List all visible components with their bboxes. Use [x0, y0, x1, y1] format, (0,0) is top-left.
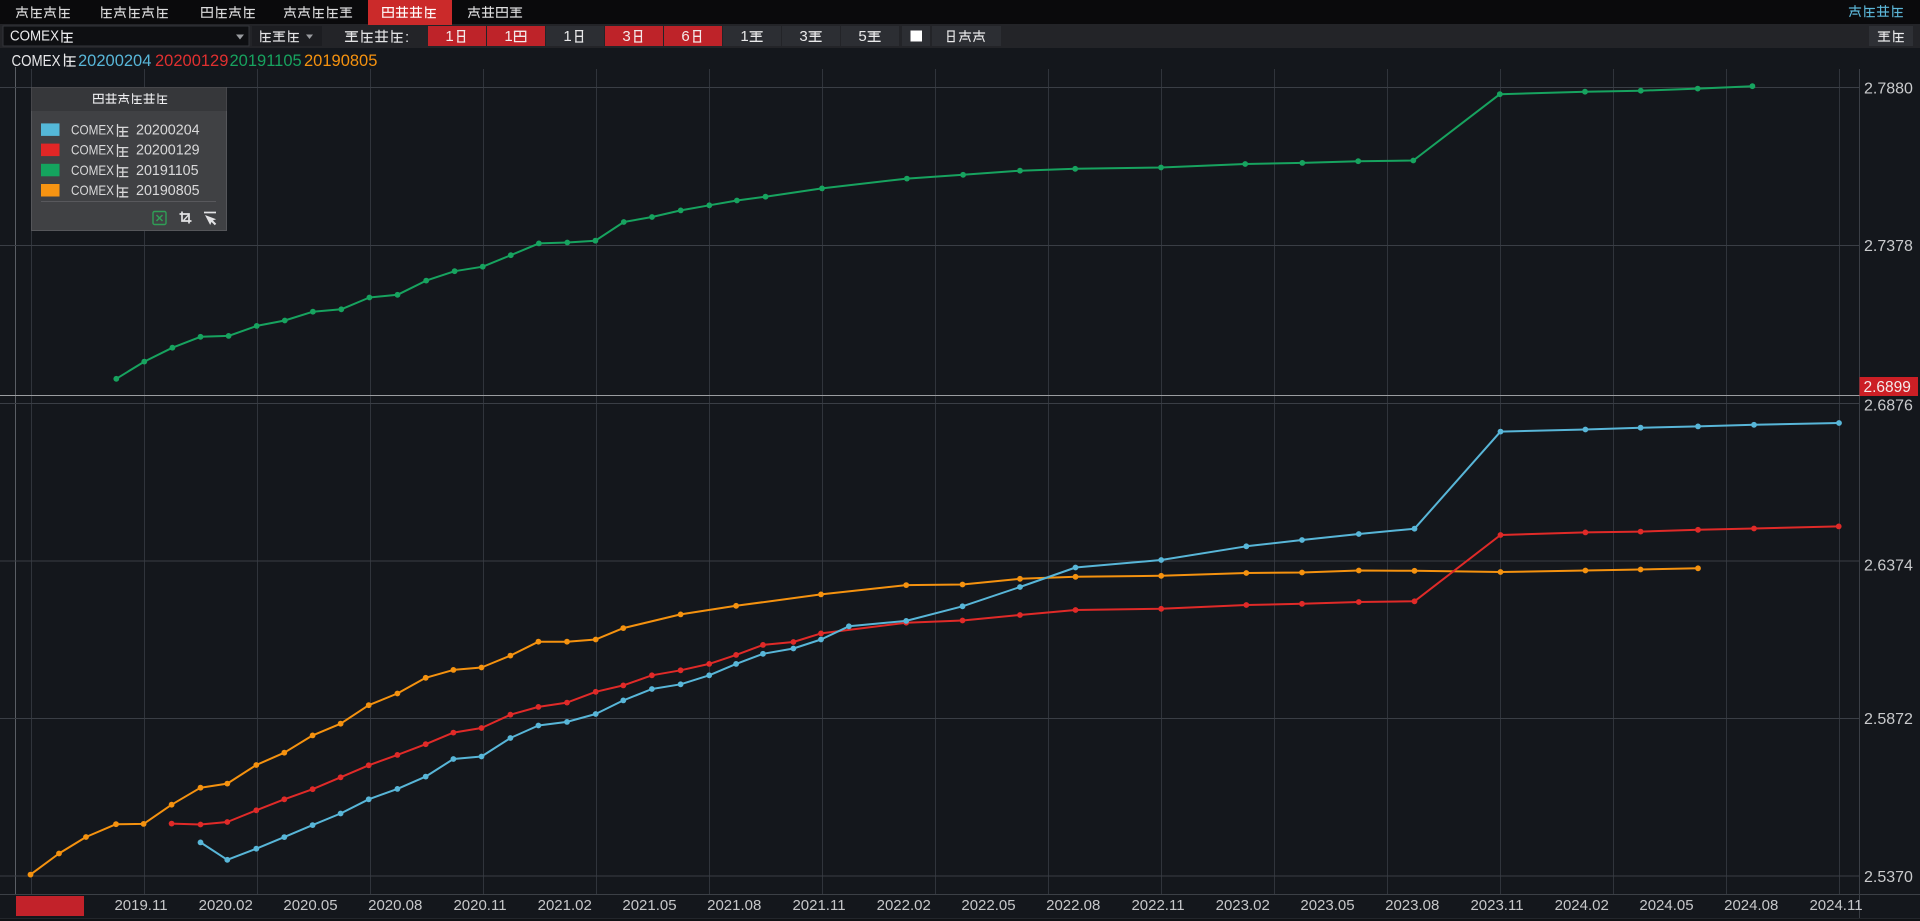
svg-text:2022.02: 2022.02 [877, 897, 931, 914]
svg-text:2023.02: 2023.02 [1216, 897, 1270, 914]
svg-text:2.7880: 2.7880 [1864, 81, 1913, 98]
svg-text:3: 3 [622, 28, 630, 45]
svg-text:2021.08: 2021.08 [707, 897, 761, 914]
svg-text:COMEX: COMEX [10, 28, 59, 45]
svg-text:2.7378: 2.7378 [1864, 238, 1913, 255]
svg-text:COMEX: COMEX [71, 122, 115, 138]
svg-text:2.6374: 2.6374 [1864, 558, 1913, 575]
svg-text:2021.02: 2021.02 [538, 897, 592, 914]
svg-text:2021.05: 2021.05 [622, 897, 676, 914]
svg-text:20190805: 20190805 [136, 183, 200, 199]
svg-text:2020.02: 2020.02 [199, 897, 253, 914]
svg-text:1: 1 [740, 28, 748, 45]
svg-text:2024.05: 2024.05 [1639, 897, 1693, 914]
svg-text:2022.08: 2022.08 [1046, 897, 1100, 914]
svg-text:2023.11: 2023.11 [1470, 897, 1523, 914]
svg-text:2.5872: 2.5872 [1864, 711, 1913, 728]
svg-text:20200129: 20200129 [136, 143, 200, 159]
svg-text:COMEX: COMEX [71, 162, 115, 178]
svg-text:1: 1 [504, 28, 512, 45]
svg-text:3: 3 [799, 28, 807, 45]
svg-text:COMEX: COMEX [71, 142, 115, 158]
svg-text:2024.11: 2024.11 [1809, 897, 1862, 914]
svg-text:COMEX: COMEX [71, 182, 115, 198]
svg-text:2023.08: 2023.08 [1385, 897, 1439, 914]
svg-text:2020.05: 2020.05 [283, 897, 337, 914]
svg-text:1: 1 [563, 28, 571, 45]
svg-text:5: 5 [858, 28, 866, 45]
svg-text::: : [405, 29, 409, 46]
svg-text:20191105: 20191105 [136, 163, 199, 179]
svg-text:2020.11: 2020.11 [453, 897, 506, 914]
svg-text:20200204: 20200204 [78, 52, 151, 70]
svg-text:2.6876: 2.6876 [1864, 398, 1913, 415]
svg-text:1: 1 [445, 28, 453, 45]
svg-text:2021.11: 2021.11 [792, 897, 845, 914]
svg-text:2020.08: 2020.08 [368, 897, 422, 914]
svg-text:2022.05: 2022.05 [961, 897, 1015, 914]
svg-text:2023.05: 2023.05 [1300, 897, 1354, 914]
svg-text:6: 6 [681, 28, 689, 45]
svg-text:2024.08: 2024.08 [1724, 897, 1778, 914]
svg-text:20200204: 20200204 [136, 123, 200, 139]
svg-text:2024.02: 2024.02 [1555, 897, 1609, 914]
svg-text:2019.11: 2019.11 [114, 897, 167, 914]
svg-text:2.5370: 2.5370 [1864, 869, 1913, 886]
svg-text:2.6899: 2.6899 [1864, 379, 1911, 396]
svg-text:20191105: 20191105 [230, 52, 302, 70]
svg-text:20200129: 20200129 [155, 52, 228, 70]
svg-text:20190805: 20190805 [304, 52, 377, 70]
svg-text:COMEX: COMEX [12, 53, 61, 70]
svg-text:2022.11: 2022.11 [1131, 897, 1184, 914]
